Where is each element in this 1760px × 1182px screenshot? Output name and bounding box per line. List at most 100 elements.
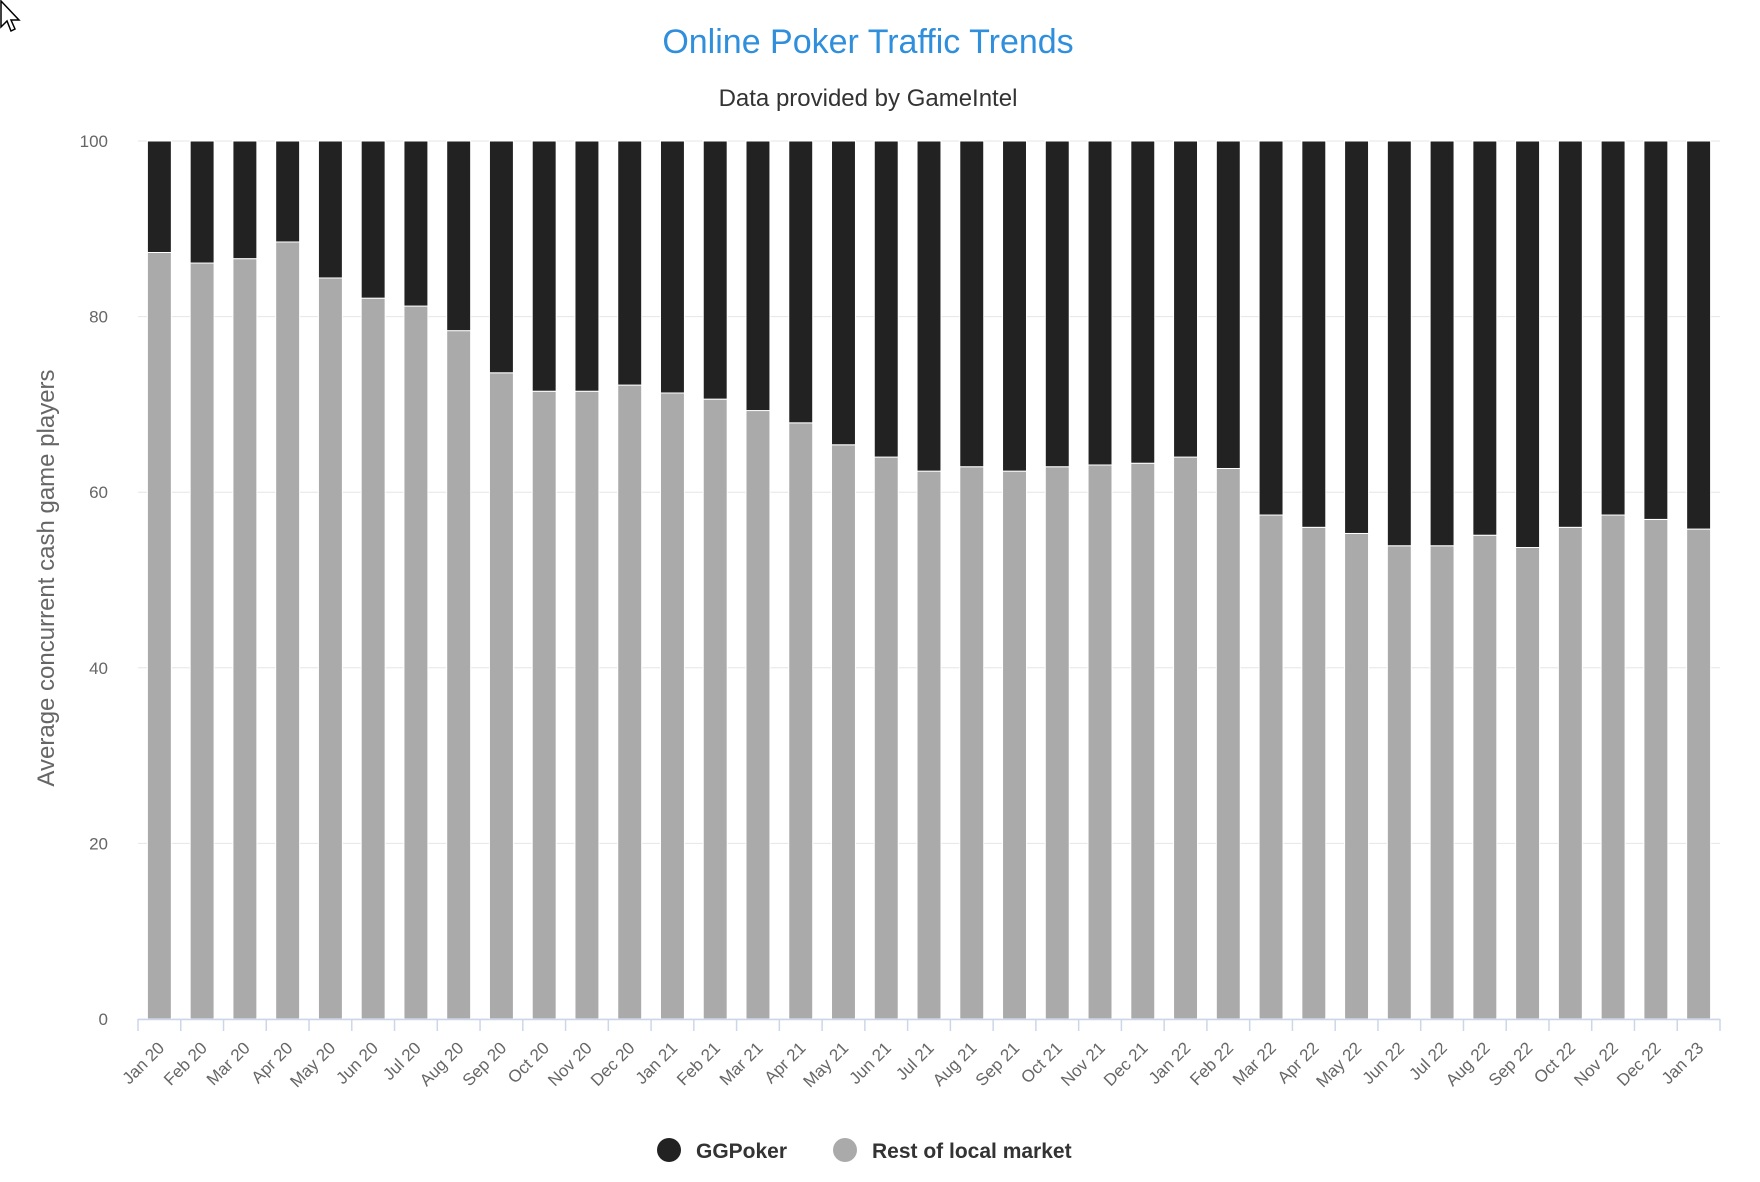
bar-rest-of-local-market[interactable] [574,390,600,1020]
bar-ggpoker[interactable] [574,140,600,392]
x-tick-label: Nov 22 [1570,1038,1622,1090]
bar-ggpoker[interactable] [1087,140,1113,466]
legend: GGPoker Rest of local market [657,1138,1072,1163]
bar-ggpoker[interactable] [1258,140,1284,516]
bar-ggpoker[interactable] [1301,140,1327,528]
bar-rest-of-local-market[interactable] [617,384,643,1020]
bar-ggpoker[interactable] [659,140,685,394]
x-tick-label: Jun 20 [332,1038,382,1088]
x-tick-label: Jan 23 [1658,1038,1708,1088]
bar-rest-of-local-market[interactable] [959,466,985,1020]
bar-rest-of-local-market[interactable] [745,410,771,1020]
x-tick-label: Dec 20 [587,1038,639,1090]
bar-ggpoker[interactable] [1429,140,1455,547]
bar-rest-of-local-market[interactable] [1044,466,1070,1020]
bar-ggpoker[interactable] [1173,140,1199,458]
bar-ggpoker[interactable] [1044,140,1070,468]
bar-rest-of-local-market[interactable] [531,390,557,1020]
x-tick-label: Jan 20 [119,1038,169,1088]
bar-ggpoker[interactable] [745,140,771,412]
bar-ggpoker[interactable] [617,140,643,386]
bar-rest-of-local-market[interactable] [317,277,343,1020]
bar-ggpoker[interactable] [488,140,514,374]
bar-rest-of-local-market[interactable] [1557,526,1583,1020]
bar-rest-of-local-market[interactable] [1515,547,1541,1020]
bar-rest-of-local-market[interactable] [360,297,386,1020]
y-tick-label: 80 [89,308,108,327]
x-tick-label: Dec 22 [1613,1038,1665,1090]
bar-ggpoker[interactable] [1215,140,1241,469]
x-tick-label: Jun 21 [846,1038,896,1088]
bar-ggpoker[interactable] [403,140,429,307]
bar-rest-of-local-market[interactable] [1002,470,1027,1020]
bar-rest-of-local-market[interactable] [1301,526,1327,1020]
bar-rest-of-local-market[interactable] [788,422,814,1020]
bar-ggpoker[interactable] [1600,140,1626,516]
x-tick-label: May 20 [286,1038,339,1091]
chart-subtitle: Data provided by GameIntel [719,85,1018,112]
bar-ggpoker[interactable] [1557,140,1583,528]
bar-rest-of-local-market[interactable] [1087,464,1113,1020]
bar-ggpoker[interactable] [146,140,172,254]
x-tick-label: Jan 21 [632,1038,682,1088]
bar-rest-of-local-market[interactable] [1686,528,1712,1020]
y-tick-label: 40 [89,659,108,678]
bar-rest-of-local-market[interactable] [1600,514,1626,1020]
bar-ggpoker[interactable] [531,140,557,392]
bar-ggpoker[interactable] [232,140,258,260]
bar-rest-of-local-market[interactable] [189,262,215,1020]
bar-rest-of-local-market[interactable] [275,241,301,1020]
bar-ggpoker[interactable] [446,140,472,332]
bar-rest-of-local-market[interactable] [1643,518,1669,1020]
bar-rest-of-local-market[interactable] [403,305,429,1020]
bar-rest-of-local-market[interactable] [1215,467,1241,1020]
bar-ggpoker[interactable] [360,140,386,299]
bar-rest-of-local-market[interactable] [146,252,172,1020]
x-tick-label: Feb 22 [1186,1038,1237,1089]
legend-item-ggpoker[interactable]: GGPoker [657,1138,787,1163]
bar-ggpoker[interactable] [1472,140,1498,536]
bar-rest-of-local-market[interactable] [1429,545,1455,1020]
bar-rest-of-local-market[interactable] [1173,456,1199,1020]
bar-ggpoker[interactable] [702,140,728,400]
legend-label-rest-of-local-market: Rest of local market [872,1140,1072,1163]
x-tick-label: Mar 21 [716,1038,767,1089]
bar-ggpoker[interactable] [1130,140,1156,464]
y-tick-label: 0 [99,1010,108,1029]
bar-ggpoker[interactable] [831,140,856,446]
x-tick-label: Feb 21 [673,1038,724,1089]
bar-ggpoker[interactable] [873,140,899,458]
bar-rest-of-local-market[interactable] [873,456,899,1020]
bar-ggpoker[interactable] [1515,140,1541,549]
bar-rest-of-local-market[interactable] [1130,462,1156,1020]
bar-ggpoker[interactable] [1643,140,1669,520]
bar-ggpoker[interactable] [1686,140,1712,530]
bar-rest-of-local-market[interactable] [1344,532,1370,1020]
bar-ggpoker[interactable] [959,140,985,468]
bar-rest-of-local-market[interactable] [446,330,472,1020]
x-tick-label: Feb 20 [160,1038,211,1089]
bar-rest-of-local-market[interactable] [1386,545,1412,1020]
bar-ggpoker[interactable] [1002,140,1027,472]
bar-rest-of-local-market[interactable] [232,258,258,1020]
bar-rest-of-local-market[interactable] [1258,514,1284,1020]
bar-ggpoker[interactable] [916,140,942,472]
bar-rest-of-local-market[interactable] [1472,534,1498,1020]
bar-ggpoker[interactable] [788,140,814,424]
bar-rest-of-local-market[interactable] [488,372,514,1020]
bar-ggpoker[interactable] [1344,140,1370,534]
bar-rest-of-local-market[interactable] [659,392,685,1020]
bar-ggpoker[interactable] [189,140,215,264]
legend-marker-ggpoker [657,1138,681,1162]
x-tick-label: May 22 [1313,1038,1366,1091]
bar-ggpoker[interactable] [317,140,343,279]
bar-rest-of-local-market[interactable] [702,398,728,1020]
chart-title: Online Poker Traffic Trends [662,23,1073,61]
legend-item-rest-of-local-market[interactable]: Rest of local market [833,1138,1072,1163]
bar-ggpoker[interactable] [1386,140,1412,547]
y-tick-label: 60 [89,483,108,502]
bar-ggpoker[interactable] [275,140,301,243]
bar-rest-of-local-market[interactable] [831,444,856,1020]
bar-rest-of-local-market[interactable] [916,470,942,1020]
